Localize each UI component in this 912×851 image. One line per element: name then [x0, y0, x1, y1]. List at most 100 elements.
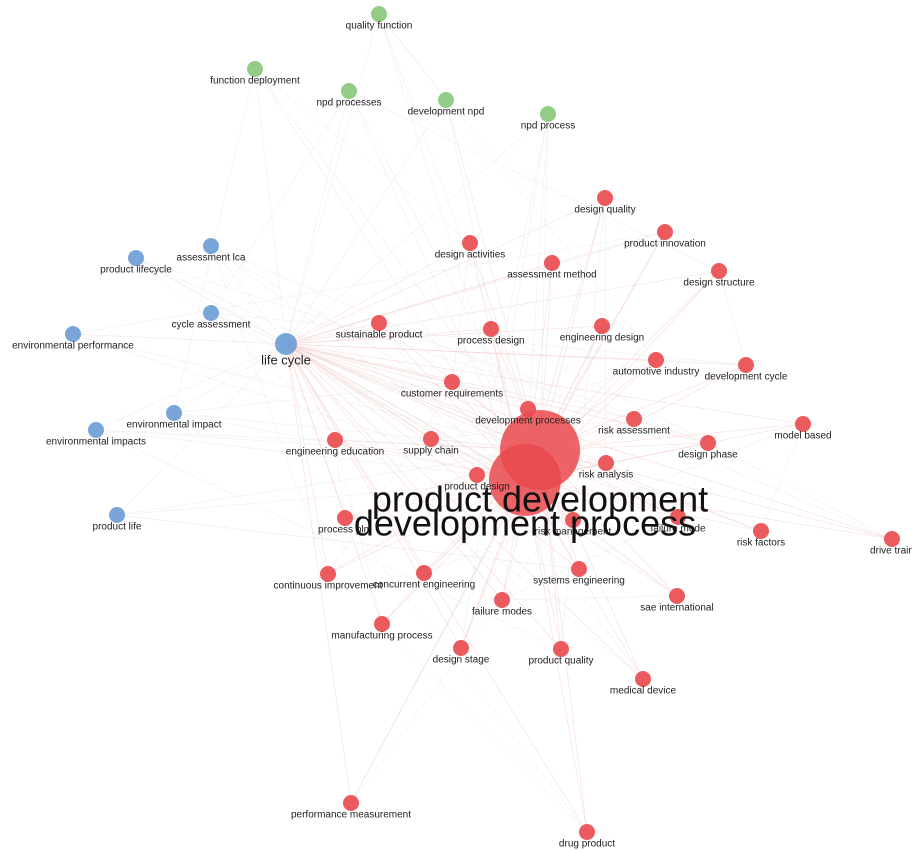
- edge: [285, 343, 425, 574]
- node: [795, 416, 811, 432]
- node-label: design activities: [435, 250, 506, 261]
- edge: [285, 231, 666, 345]
- node: [203, 238, 219, 254]
- edge: [334, 439, 383, 625]
- edge: [116, 343, 287, 516]
- node-label: supply chain: [403, 446, 459, 457]
- edge: [285, 343, 336, 441]
- node-label: product development: [372, 479, 708, 520]
- edge: [254, 68, 541, 451]
- node-label: assessment method: [507, 270, 597, 281]
- node-label: npd processes: [316, 98, 381, 109]
- node-label: design stage: [433, 655, 490, 666]
- node: [371, 6, 387, 22]
- edge: [348, 90, 541, 451]
- node: [483, 321, 499, 337]
- edge: [135, 257, 541, 451]
- edge: [501, 595, 678, 601]
- edge: [524, 479, 893, 540]
- edge: [210, 245, 893, 540]
- node-label: failure mode: [650, 524, 705, 535]
- node-label: design quality: [574, 205, 635, 216]
- edge: [539, 197, 606, 451]
- node-label: process design: [457, 336, 524, 347]
- edge: [451, 242, 471, 383]
- node-label: development process: [354, 503, 696, 544]
- edge: [348, 90, 720, 272]
- edge: [381, 623, 588, 833]
- node: [203, 305, 219, 321]
- node: [374, 616, 390, 632]
- edge: [551, 231, 666, 264]
- edge: [285, 270, 720, 345]
- node-label: continuous improvement: [274, 581, 383, 592]
- node: [337, 510, 353, 526]
- edge: [285, 328, 492, 345]
- edge: [72, 231, 666, 335]
- node: [247, 61, 263, 77]
- edge: [285, 343, 329, 575]
- node: [579, 824, 595, 840]
- node: [494, 592, 510, 608]
- node-label: risk assessment: [598, 426, 670, 437]
- edge: [116, 449, 541, 516]
- edge: [285, 343, 644, 680]
- node-label: assessment lca: [177, 253, 246, 264]
- node: [320, 566, 336, 582]
- node-label: model based: [774, 431, 831, 442]
- edge: [327, 328, 492, 575]
- node: [669, 588, 685, 604]
- node: [626, 411, 642, 427]
- node: [371, 315, 387, 331]
- edge: [285, 343, 503, 601]
- edge: [285, 343, 635, 420]
- node-label: risk analysis: [579, 470, 633, 481]
- edge: [501, 516, 679, 601]
- edge: [285, 13, 380, 345]
- node-label: engineering design: [560, 333, 645, 344]
- edge: [445, 99, 529, 410]
- node: [753, 523, 769, 539]
- node: [462, 235, 478, 251]
- node-label: development processes: [475, 416, 581, 427]
- edge: [285, 343, 893, 540]
- edge: [135, 257, 709, 444]
- node-label: npd process: [521, 121, 575, 132]
- node: [343, 795, 359, 811]
- edge: [285, 90, 350, 345]
- edge: [539, 423, 804, 451]
- node-label: concurrent engineering: [373, 580, 475, 591]
- edge: [539, 449, 588, 833]
- node-label: environmental impacts: [46, 437, 146, 448]
- node-label: design structure: [683, 278, 755, 289]
- edge: [524, 479, 762, 532]
- edge: [378, 13, 657, 361]
- edge: [460, 113, 549, 649]
- node-label: systems engineering: [533, 576, 625, 587]
- node: [65, 326, 81, 342]
- edge: [378, 322, 709, 444]
- edge: [760, 423, 804, 532]
- node-label: quality function: [346, 21, 413, 32]
- node: [275, 333, 297, 355]
- node-label: design phase: [678, 450, 738, 461]
- edge: [378, 13, 526, 481]
- edge: [285, 322, 380, 345]
- edge: [285, 197, 606, 345]
- edge: [285, 343, 679, 518]
- node: [670, 509, 686, 525]
- node: [166, 405, 182, 421]
- node: [571, 561, 587, 577]
- node: [444, 374, 460, 390]
- edge: [524, 479, 588, 833]
- edge: [116, 479, 526, 516]
- node-label: sustainable product: [336, 330, 423, 341]
- node: [128, 250, 144, 266]
- edge: [173, 343, 287, 414]
- edge: [95, 429, 562, 650]
- edge: [572, 519, 678, 597]
- node: [884, 531, 900, 547]
- node-label: process plm: [318, 525, 372, 536]
- node: [540, 106, 556, 122]
